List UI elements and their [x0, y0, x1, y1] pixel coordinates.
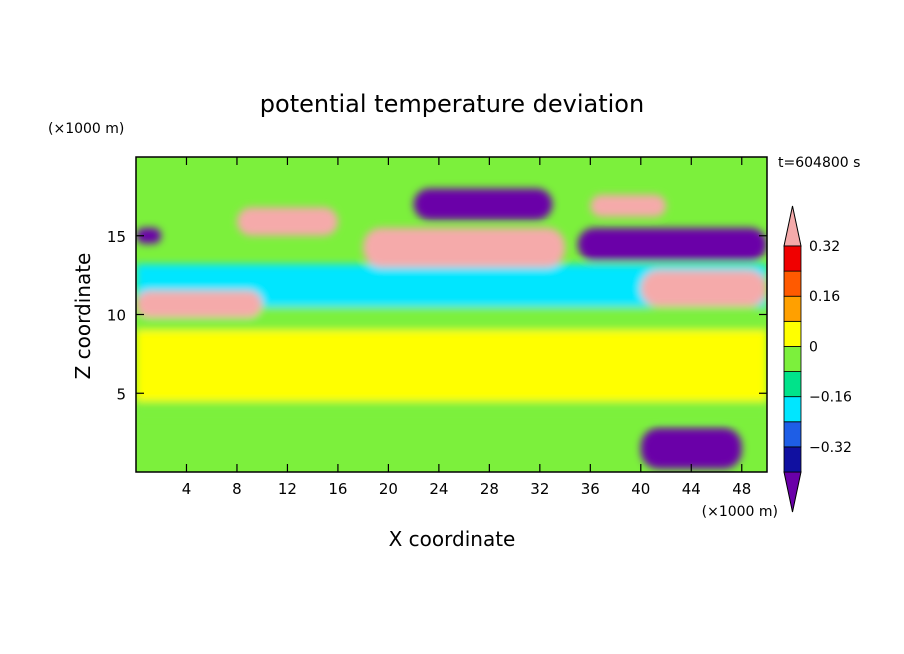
x-tick-label: 20 [379, 480, 398, 498]
colorbar-bin [783, 446, 802, 473]
x-unit-label: (×1000 m) [702, 504, 778, 520]
y-tick-label: 10 [107, 307, 126, 325]
colorbar-bin [783, 320, 802, 347]
colorbar-tick-label: 0.16 [809, 289, 840, 305]
colorbar: −0.32 −0.16 0 0.16 0.32 [783, 205, 852, 513]
colorbar-bin [783, 396, 802, 423]
x-tick-label: 8 [232, 480, 242, 498]
y-axis-label: Z coordinate [71, 253, 95, 380]
colorbar-extend-top [783, 205, 802, 247]
field-feature [363, 227, 566, 268]
x-tick-label: 48 [732, 480, 751, 498]
field-feature [136, 290, 263, 318]
colorbar-tick-label: −0.32 [809, 440, 852, 456]
colorbar-tick-label: 0 [809, 339, 818, 355]
colorbar-bin [783, 295, 802, 322]
x-tick-label: 32 [530, 480, 549, 498]
colorbar-bin [783, 421, 802, 448]
colorbar-bin [783, 270, 802, 297]
field-feature [640, 270, 767, 307]
field-feature [236, 207, 338, 236]
x-tick-label: 24 [429, 480, 448, 498]
colorbar-tick-label: −0.16 [809, 390, 852, 406]
colorbar-tick-label: 0.32 [809, 239, 840, 255]
colorbar-bin [783, 245, 802, 272]
field-feature [413, 188, 553, 220]
field-feature [136, 330, 767, 402]
colorbar-extend-bottom [783, 471, 802, 513]
field-feature [640, 427, 742, 469]
y-tick-label: 15 [107, 228, 126, 246]
x-tick-label: 36 [581, 480, 600, 498]
chart-title: potential temperature deviation [260, 90, 644, 118]
y-tick-label: 5 [116, 385, 126, 403]
plot-area [135, 156, 768, 473]
x-tick-label: 28 [480, 480, 499, 498]
x-tick-label: 12 [278, 480, 297, 498]
field-feature [136, 227, 162, 244]
x-tick-label: 16 [328, 480, 347, 498]
field-feature [577, 227, 767, 261]
time-label: t=604800 s [778, 155, 860, 171]
x-tick-label: 40 [631, 480, 650, 498]
field-feature [590, 194, 667, 217]
colorbar-bin [783, 346, 802, 372]
colorbar-bin [783, 371, 802, 398]
y-unit-label: (×1000 m) [48, 121, 124, 137]
x-tick-label: 4 [182, 480, 192, 498]
x-tick-label: 44 [682, 480, 701, 498]
x-axis-label: X coordinate [389, 527, 516, 551]
